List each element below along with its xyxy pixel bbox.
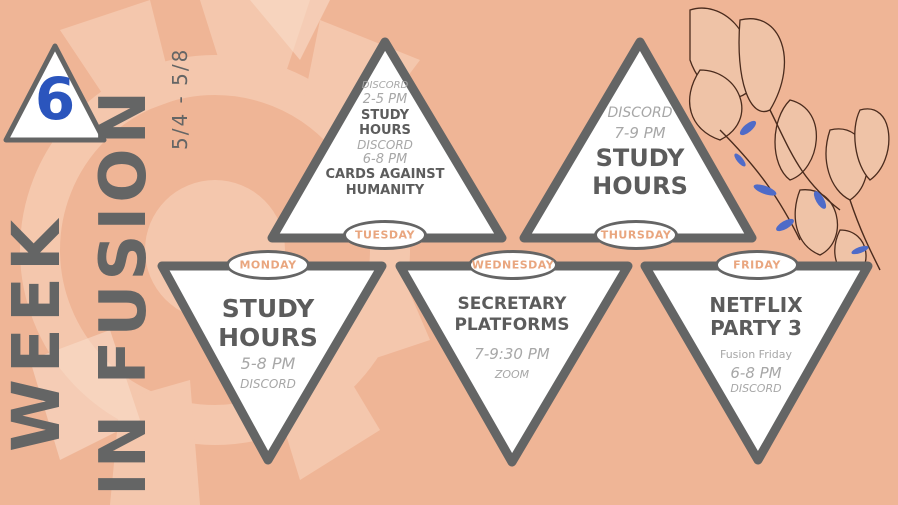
wednesday-content: SECRETARY PLATFORMS 7-9:30 PM ZOOM (454, 294, 570, 381)
tuesday-content: DISCORD 2-5 PM STUDY HOURS DISCORD 6-8 P… (325, 80, 445, 198)
week-number-badge (3, 43, 107, 143)
friday-content: NETFLIX PARTY 3 Fusion Friday 6-8 PM DIS… (709, 293, 803, 396)
wednesday-label: WEDNESDAY (468, 250, 558, 280)
tuesday-label: TUESDAY (343, 220, 427, 250)
monday-content: STUDY HOURS 5-8 PM DISCORD (218, 294, 318, 391)
thursday-label: THURSDAY (594, 220, 678, 250)
friday-label: FRIDAY (715, 250, 799, 280)
monday-label: MONDAY (226, 250, 310, 280)
thursday-content: DISCORD 7-9 PM STUDY HOURS (592, 105, 688, 200)
week-number: 6 (34, 65, 76, 133)
